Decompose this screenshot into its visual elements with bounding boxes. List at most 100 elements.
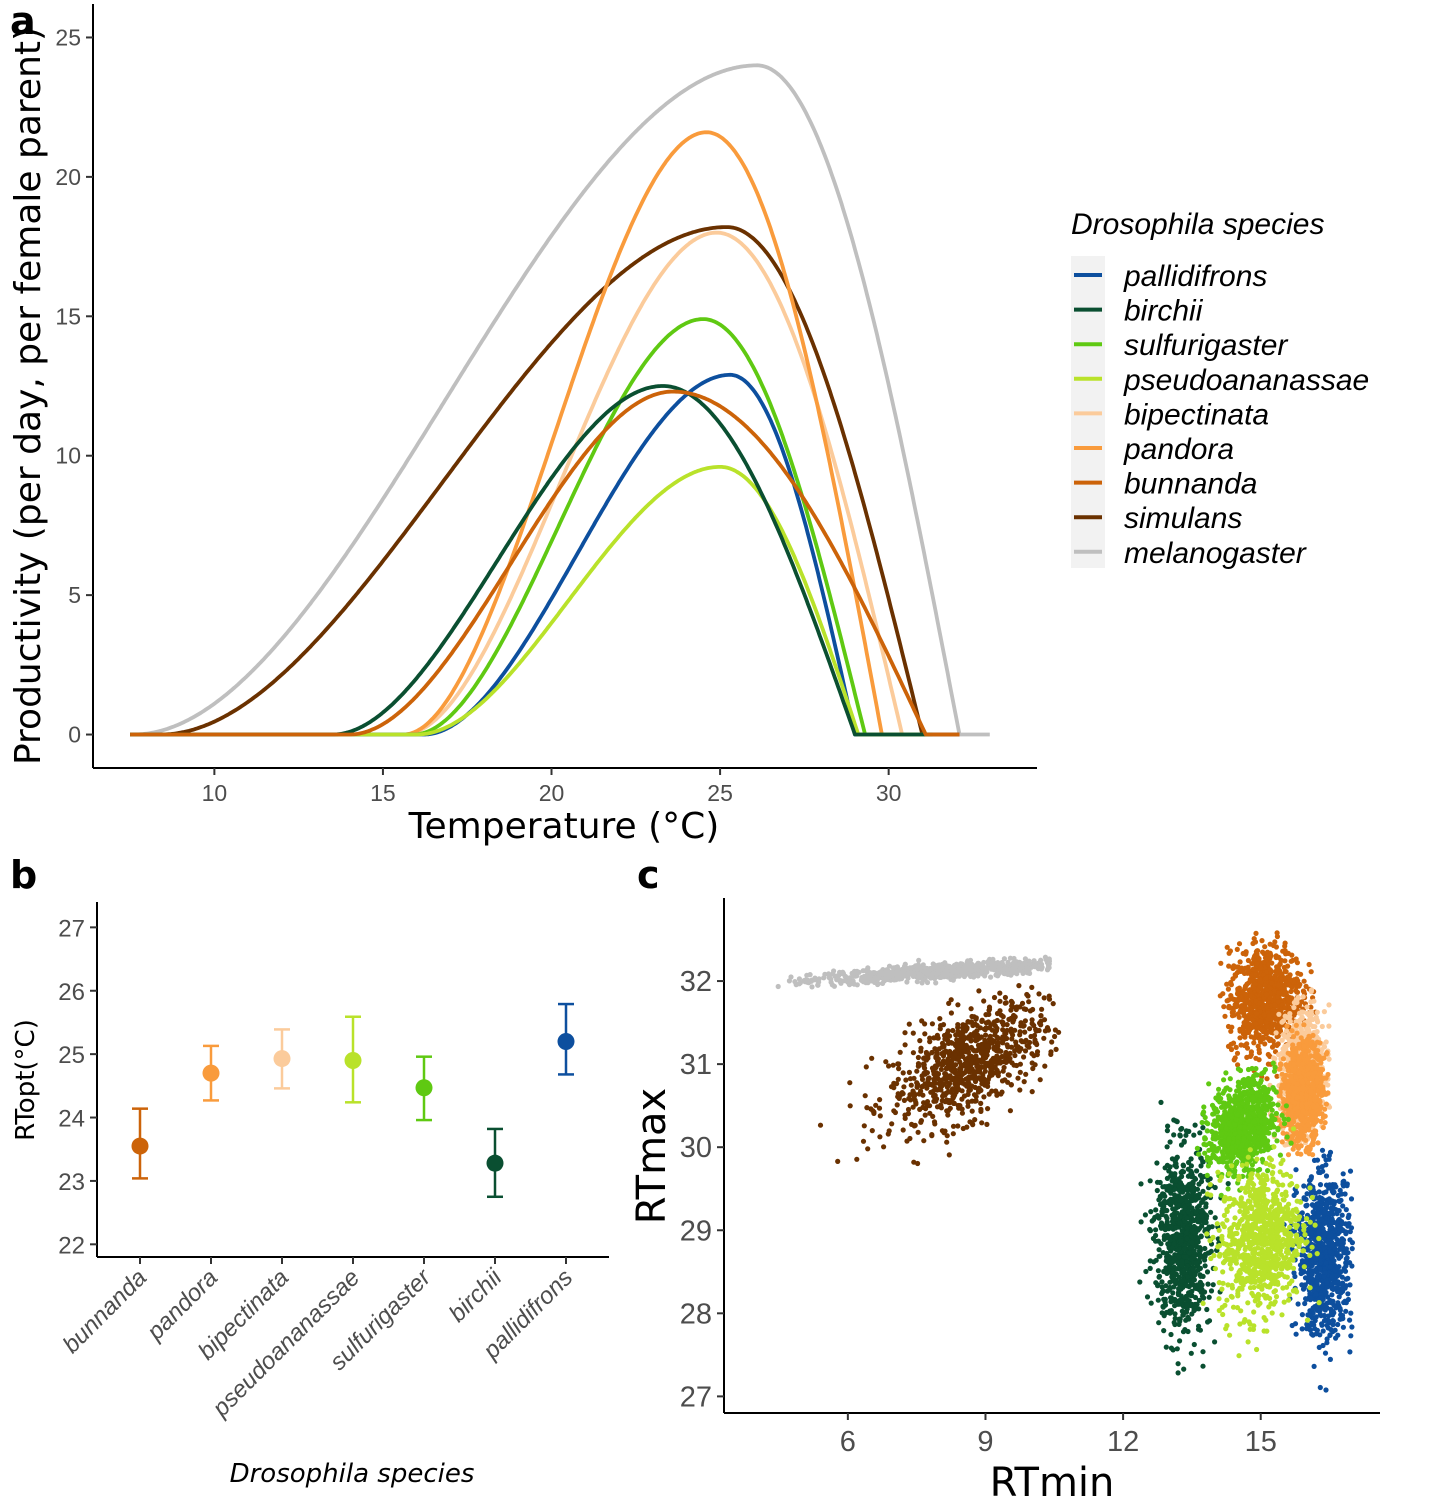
point-melanogaster <box>1011 962 1017 968</box>
point-bunnanda <box>1224 944 1230 950</box>
point-melanogaster <box>1042 954 1048 960</box>
point-melanogaster <box>835 973 842 979</box>
point-pallidifrons <box>1343 1308 1349 1314</box>
point-melanogaster <box>988 974 994 980</box>
point-simulans <box>1039 1006 1045 1012</box>
point-simulans <box>1004 1022 1010 1028</box>
panel-a-y-tick-label: 5 <box>68 582 81 608</box>
point-bunnanda <box>1270 1038 1276 1044</box>
point-bunnanda <box>1264 1076 1270 1082</box>
panel-a-x-tick-label: 20 <box>539 780 565 806</box>
point-simulans <box>969 1120 975 1126</box>
point-simulans <box>993 1028 1000 1034</box>
point-bunnanda <box>1298 971 1304 977</box>
panel-b-y-tick-label: 22 <box>58 1232 85 1259</box>
point-pallidifrons <box>1327 1224 1334 1230</box>
point-simulans <box>921 1055 927 1061</box>
point-bunnanda <box>1278 971 1284 977</box>
point-melanogaster <box>968 968 975 974</box>
point-pandora <box>1305 1071 1311 1077</box>
point-bunnanda <box>1227 1005 1233 1011</box>
point-pallidifrons <box>1331 1189 1337 1195</box>
point-simulans <box>892 1109 899 1116</box>
point-pandora <box>1280 1130 1286 1136</box>
point-bunnanda <box>1263 975 1269 981</box>
point-simulans <box>924 1099 931 1105</box>
point-simulans <box>901 1084 907 1090</box>
legend-label-pallidifrons: pallidifrons <box>1123 260 1267 293</box>
point-bipectinata <box>1291 1004 1297 1011</box>
point-pallidifrons <box>1349 1246 1355 1252</box>
point-simulans <box>942 1128 948 1134</box>
point-bipectinata <box>1273 1030 1279 1036</box>
point-simulans <box>1024 1043 1030 1049</box>
point-simulans <box>981 998 987 1004</box>
point-melanogaster <box>881 977 887 983</box>
point-melanogaster <box>943 967 949 973</box>
point-pallidifrons <box>1343 1300 1349 1306</box>
point-melanogaster <box>877 970 883 976</box>
point-melanogaster <box>1018 964 1024 971</box>
point-simulans <box>959 1110 966 1116</box>
point-simulans <box>854 1156 860 1162</box>
point-simulans <box>947 1061 953 1067</box>
point-melanogaster <box>812 975 818 981</box>
point-simulans <box>860 1138 867 1144</box>
point-simulans <box>876 1105 883 1111</box>
curve-pandora <box>129 130 933 737</box>
point-bunnanda <box>1266 1013 1272 1019</box>
point-simulans <box>1033 1040 1039 1046</box>
point-simulans <box>954 1083 961 1089</box>
point-simulans <box>982 1037 988 1043</box>
point-melanogaster <box>1003 966 1009 972</box>
point-simulans <box>1013 1039 1019 1045</box>
point-simulans <box>877 1134 883 1140</box>
point-melanogaster <box>919 980 925 986</box>
point-bipectinata <box>1304 1004 1310 1010</box>
point-melanogaster <box>984 969 990 975</box>
point-pallidifrons <box>1311 1157 1318 1163</box>
point-simulans <box>985 1106 991 1112</box>
point-simulans <box>929 1021 936 1027</box>
point-melanogaster <box>1026 967 1032 973</box>
point-simulans <box>940 1093 946 1099</box>
point-simulans <box>945 1108 952 1114</box>
legend-label-bunnanda: bunnanda <box>1124 468 1257 501</box>
point-bunnanda <box>1251 985 1257 991</box>
point-melanogaster <box>829 982 835 988</box>
point-simulans <box>941 1042 947 1048</box>
point-bunnanda <box>1236 996 1242 1002</box>
point-pallidifrons <box>1323 1157 1329 1163</box>
point-pandora <box>1301 1044 1307 1050</box>
point-simulans <box>1008 1082 1014 1088</box>
point-pallidifrons <box>1336 1198 1342 1204</box>
point-pallidifrons <box>1323 1387 1329 1393</box>
point-bunnanda <box>1228 979 1234 986</box>
point-simulans <box>941 1081 947 1087</box>
point-simulans <box>984 1043 990 1049</box>
point-simulans <box>948 1010 955 1016</box>
point-bunnanda <box>1265 1061 1271 1067</box>
point-simulans <box>947 1048 953 1055</box>
point-simulans <box>959 1088 965 1094</box>
point-pallidifrons <box>1317 1307 1323 1313</box>
point-simulans <box>909 1121 915 1127</box>
point-simulans <box>894 1081 900 1087</box>
point-simulans <box>906 1095 912 1102</box>
point-simulans <box>908 1082 914 1088</box>
point-simulans <box>969 1060 975 1067</box>
point-simulans <box>924 1050 930 1056</box>
point-pallidifrons <box>1335 1300 1341 1306</box>
point-melanogaster <box>1020 970 1026 977</box>
point-simulans <box>1000 1019 1006 1025</box>
panel-b: b 222324252627bunnandapandorabipectinata… <box>10 853 609 1489</box>
point-simulans <box>900 1070 906 1076</box>
point-bunnanda <box>1253 1021 1259 1027</box>
point-melanogaster <box>775 983 781 990</box>
point-simulans <box>971 1048 978 1054</box>
point-bunnanda <box>1240 1031 1247 1037</box>
point-simulans <box>1022 1018 1028 1024</box>
point-simulans <box>1005 1072 1011 1078</box>
point-bunnanda <box>1273 1016 1279 1022</box>
point-simulans <box>905 1106 912 1113</box>
